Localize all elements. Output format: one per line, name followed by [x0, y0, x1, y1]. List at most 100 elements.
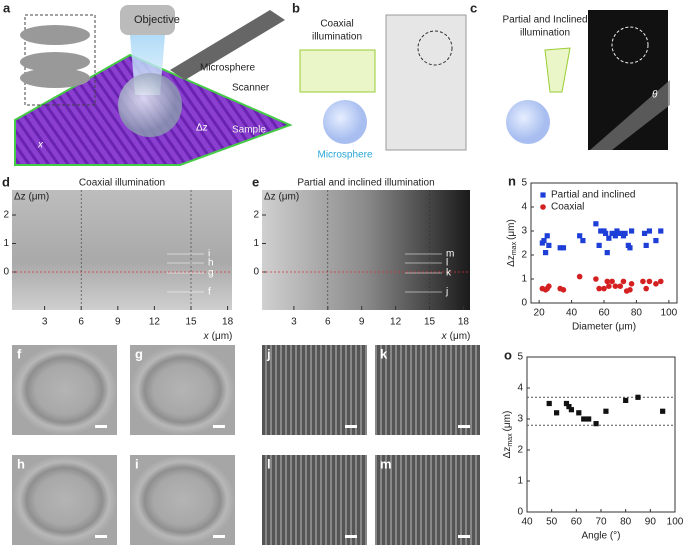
stack-layer [20, 68, 90, 88]
scan-image [262, 190, 470, 310]
axis-label: Δz (μm) [264, 192, 299, 203]
legend-label: Partial and inclined [551, 190, 636, 201]
y-tick-label: 1 [253, 238, 259, 249]
y-tick-label: 1 [3, 238, 9, 249]
point [604, 278, 611, 285]
scale-bar [213, 425, 225, 428]
axis-label: Δz (μm) [14, 192, 49, 203]
x-tick-label: 6 [78, 317, 84, 328]
x-tick-label: 18 [458, 317, 470, 328]
point [560, 245, 567, 251]
point [596, 242, 602, 248]
label-sub: max [511, 241, 518, 255]
point [628, 281, 635, 287]
scale-bar [95, 425, 107, 428]
point [646, 278, 653, 285]
point [576, 273, 583, 280]
point [603, 230, 609, 236]
y-tick-label: 2 [3, 210, 9, 221]
microsphere [118, 73, 182, 137]
point [635, 394, 641, 400]
x-tick-label: 9 [115, 317, 121, 328]
point [660, 408, 666, 414]
point [543, 250, 549, 256]
x-tick-label: 12 [149, 317, 161, 328]
label-unit: (μm) [506, 219, 517, 240]
x-tick-label: 60 [571, 517, 583, 528]
illumination-beam [544, 47, 571, 93]
x-tick-label: 40 [566, 308, 578, 319]
x-tick-label: 20 [534, 308, 546, 319]
point [609, 230, 615, 236]
y-axis-label: Δzmax(μm) [506, 219, 518, 267]
point [596, 285, 602, 292]
x-tick-label: 6 [325, 317, 331, 328]
panel-label: l [267, 456, 271, 471]
axis-var: x [203, 331, 210, 342]
y-tick-label: 0 [3, 267, 9, 278]
label: Objective [134, 14, 180, 26]
x-tick-label: 18 [222, 317, 234, 328]
point [546, 242, 552, 248]
y-tick-label: 3 [521, 226, 527, 237]
microsphere [323, 100, 367, 144]
label: Δz [196, 123, 208, 134]
point [627, 245, 633, 251]
x-tick-label: 3 [42, 317, 48, 328]
point [609, 278, 615, 285]
x-tick-label: 12 [390, 317, 402, 328]
label: x [37, 140, 44, 151]
point [606, 235, 612, 241]
y-tick-label: 5 [517, 352, 523, 363]
scale-bar [458, 425, 470, 428]
label-sub: max [507, 433, 514, 447]
x-tick-label: 60 [598, 308, 610, 319]
axis-label: x (μm) [203, 331, 233, 342]
point [601, 285, 607, 292]
point [580, 238, 586, 244]
point [643, 242, 649, 248]
panel-title: Coaxial illumination [79, 178, 165, 189]
x-tick-label: 80 [631, 308, 643, 319]
point [617, 230, 623, 236]
panel-a: a Objective AFM probe Microsphere Scanne… [3, 0, 293, 166]
scale-bar [213, 535, 225, 538]
label: Sample [232, 125, 266, 136]
label-main: Δz [502, 447, 513, 459]
y-axis-label: Δzmax(μm) [502, 411, 514, 459]
marker-label: f [208, 287, 211, 298]
y-tick-label: 5 [521, 178, 527, 189]
panel-label: e [252, 174, 259, 189]
panel-label: g [135, 346, 143, 361]
panel-b: b Coaxial illumination Microsphere [292, 0, 467, 161]
panel-title: Partial and inclined illumination [297, 178, 434, 189]
point [657, 278, 664, 285]
legend-label: Coaxial [551, 202, 584, 213]
y-tick-label: 2 [521, 250, 527, 261]
point [560, 287, 567, 293]
point [612, 283, 619, 290]
micrograph [130, 345, 235, 435]
point [598, 228, 604, 234]
point [604, 250, 610, 256]
plot-frame [526, 356, 676, 513]
stack-layer [20, 25, 90, 45]
marker-label: k [446, 268, 452, 279]
point [653, 238, 659, 244]
x-axis-label: Diameter (μm) [572, 322, 636, 333]
x-tick-label: 15 [424, 317, 436, 328]
label: illumination [520, 28, 570, 39]
x-tick-label: 80 [620, 517, 632, 528]
label: Coaxial [320, 19, 353, 30]
point [622, 230, 628, 236]
point [563, 400, 570, 407]
micrograph [262, 345, 367, 435]
x-tick-label: 9 [359, 317, 365, 328]
label: Scanner [232, 83, 270, 94]
scale-bar [458, 535, 470, 538]
marker-label: g [208, 268, 214, 279]
scan-image [12, 190, 232, 310]
x-tick-label: 3 [291, 317, 297, 328]
x-tick-label: 15 [185, 317, 197, 328]
axis-unit: (μm) [450, 331, 471, 342]
